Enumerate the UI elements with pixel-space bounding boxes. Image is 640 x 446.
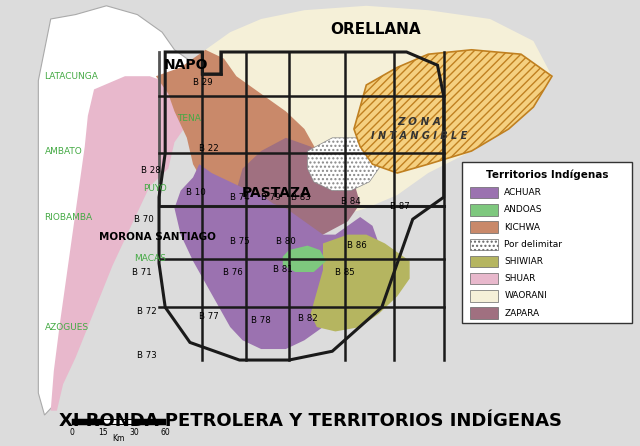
Text: ZAPARA: ZAPARA — [504, 309, 540, 318]
Text: AMBATO: AMBATO — [45, 146, 83, 156]
Text: Por delimitar: Por delimitar — [504, 240, 563, 249]
Text: WAORANI: WAORANI — [504, 291, 547, 301]
Text: B 75: B 75 — [230, 237, 250, 246]
Text: Km: Km — [113, 434, 125, 443]
Text: TENA: TENA — [177, 113, 202, 123]
Text: B 80: B 80 — [276, 237, 296, 246]
Text: I N T A N G I B L E: I N T A N G I B L E — [371, 131, 467, 140]
Text: XI RONDA PETROLERA Y TERRITORIOS INDÍGENAS: XI RONDA PETROLERA Y TERRITORIOS INDÍGEN… — [59, 413, 562, 430]
Text: B 76: B 76 — [223, 268, 243, 277]
Polygon shape — [283, 246, 326, 272]
Bar — [470, 221, 497, 233]
Polygon shape — [38, 6, 199, 415]
Bar — [470, 239, 497, 250]
Text: MACAS: MACAS — [134, 254, 166, 263]
Text: B 72: B 72 — [137, 307, 157, 316]
Text: PASTAZA: PASTAZA — [242, 186, 312, 200]
Text: SHIWIAR: SHIWIAR — [504, 257, 543, 266]
Text: B 81: B 81 — [273, 265, 292, 274]
Text: B 87: B 87 — [390, 202, 410, 211]
Text: B 79: B 79 — [260, 193, 280, 202]
Text: B 77: B 77 — [198, 312, 218, 321]
Text: B 85: B 85 — [335, 268, 355, 277]
Text: Territorios Indígenas: Territorios Indígenas — [486, 170, 609, 181]
Text: ACHUAR: ACHUAR — [504, 188, 542, 197]
Bar — [470, 187, 497, 198]
Bar — [470, 290, 497, 301]
Polygon shape — [310, 235, 410, 331]
Text: B 74: B 74 — [230, 193, 250, 202]
Text: 0: 0 — [70, 428, 75, 437]
Bar — [470, 273, 497, 285]
Text: B 83: B 83 — [291, 193, 311, 202]
Text: ORELLANA: ORELLANA — [330, 22, 421, 37]
Text: 15: 15 — [99, 428, 108, 437]
Text: B 82: B 82 — [298, 314, 317, 323]
Polygon shape — [354, 50, 552, 173]
Text: 60: 60 — [161, 428, 170, 437]
Text: RIOBAMBA: RIOBAMBA — [45, 212, 93, 222]
Polygon shape — [308, 138, 382, 190]
Polygon shape — [51, 76, 193, 411]
Text: AZOGUES: AZOGUES — [45, 322, 89, 331]
Text: B 70: B 70 — [134, 215, 154, 224]
Text: 30: 30 — [129, 428, 139, 437]
Text: B 86: B 86 — [347, 241, 367, 250]
Text: LATACUNGA: LATACUNGA — [45, 72, 99, 81]
Text: Z O N A: Z O N A — [397, 117, 441, 128]
Bar — [470, 204, 497, 215]
Polygon shape — [175, 164, 379, 349]
Polygon shape — [236, 138, 360, 244]
Text: SHUAR: SHUAR — [504, 274, 536, 283]
Polygon shape — [156, 50, 317, 208]
Text: B 84: B 84 — [341, 197, 361, 206]
Text: B 78: B 78 — [252, 316, 271, 325]
Bar — [470, 307, 497, 319]
Bar — [470, 256, 497, 267]
Text: B 22: B 22 — [198, 145, 218, 153]
Text: B 29: B 29 — [193, 78, 212, 87]
Polygon shape — [199, 6, 552, 217]
Text: B 71: B 71 — [132, 268, 152, 277]
Text: B 73: B 73 — [137, 351, 157, 360]
Text: NAPO: NAPO — [163, 58, 208, 72]
Text: B 28: B 28 — [141, 166, 161, 175]
Text: MORONA SANTIAGO: MORONA SANTIAGO — [99, 232, 216, 242]
Text: ANDOAS: ANDOAS — [504, 205, 543, 215]
Bar — [462, 162, 632, 322]
Text: B 10: B 10 — [186, 188, 206, 197]
Text: PUYO: PUYO — [143, 184, 167, 193]
Text: KICHWA: KICHWA — [504, 223, 540, 231]
